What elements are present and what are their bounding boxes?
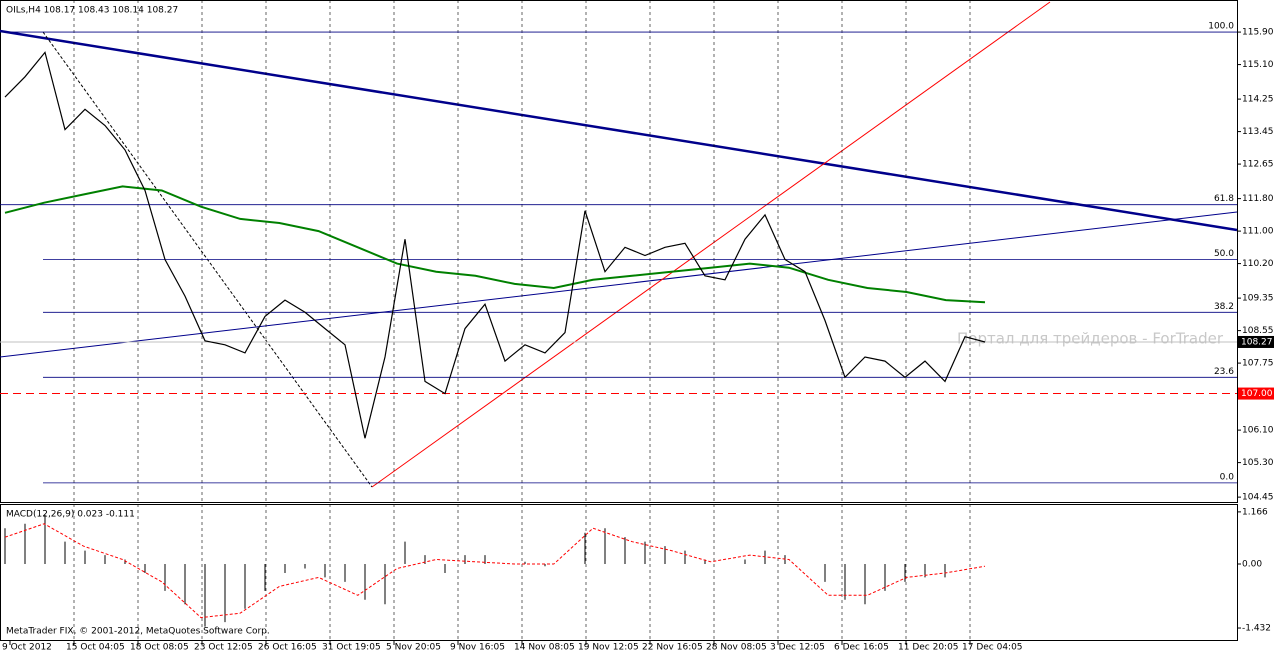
fib-label: 23.6 bbox=[1214, 367, 1234, 377]
fib-label: 100.0 bbox=[1208, 22, 1234, 32]
time-label: 22 Nov 16:05 bbox=[642, 643, 703, 653]
time-label: 28 Nov 08:05 bbox=[706, 643, 767, 653]
y-tick-label: 115.10 bbox=[1242, 60, 1274, 70]
y-tick-label: 113.45 bbox=[1242, 127, 1274, 137]
time-label: 18 Oct 08:05 bbox=[130, 643, 189, 653]
y-tick-label: 112.65 bbox=[1242, 160, 1274, 170]
macd-title: MACD(12,26,9) 0.023 -0.111 bbox=[6, 510, 135, 520]
time-label: 19 Nov 12:05 bbox=[578, 643, 639, 653]
macd-panel bbox=[0, 504, 1238, 641]
trend-line bbox=[0, 29, 1238, 232]
time-label: 31 Oct 19:05 bbox=[322, 643, 381, 653]
time-label: 6 Dec 16:05 bbox=[834, 643, 889, 653]
time-label: 9 Oct 2012 bbox=[2, 643, 52, 653]
trend-line bbox=[371, 1, 1051, 488]
y-tick-label: 108.55 bbox=[1242, 326, 1274, 336]
y-tick-label: 107.75 bbox=[1242, 359, 1274, 369]
price-series bbox=[4, 51, 986, 439]
symbol-info: OILs,H4 108.17 108.43 108.14 108.27 bbox=[6, 6, 178, 16]
time-label: 15 Oct 04:05 bbox=[66, 643, 125, 653]
y-tick-label: 115.90 bbox=[1242, 28, 1274, 38]
time-label: 26 Oct 16:05 bbox=[258, 643, 317, 653]
y-tick-label: 105.30 bbox=[1242, 458, 1274, 468]
price-box bbox=[1238, 335, 1274, 348]
price-panel bbox=[0, 0, 1238, 503]
y-tick-label: 106.10 bbox=[1242, 426, 1274, 436]
alert-label: 107.00 bbox=[1241, 389, 1273, 399]
y-tick-label: 114.25 bbox=[1242, 95, 1274, 105]
watermark: Портал для трейдеров - ForTrader bbox=[957, 330, 1224, 348]
time-label: 23 Oct 12:05 bbox=[194, 643, 253, 653]
macd-tick-label: -1.432 bbox=[1242, 624, 1271, 634]
y-tick-label: 104.45 bbox=[1242, 493, 1274, 503]
y-tick-label: 110.20 bbox=[1242, 259, 1274, 269]
y-tick-label: 109.35 bbox=[1242, 294, 1274, 304]
moving-average bbox=[4, 185, 986, 304]
y-tick-label: 111.80 bbox=[1242, 194, 1274, 204]
time-label: 14 Nov 08:05 bbox=[514, 643, 575, 653]
time-label: 3 Dec 12:05 bbox=[770, 643, 825, 653]
fib-label: 38.2 bbox=[1214, 302, 1234, 312]
time-label: 5 Nov 20:05 bbox=[386, 643, 441, 653]
trend-line bbox=[0, 211, 1238, 358]
macd-tick-label: 1.166 bbox=[1242, 507, 1268, 517]
fib-label: 0.0 bbox=[1220, 472, 1235, 482]
price-label: 108.27 bbox=[1241, 337, 1273, 347]
fib-label: 50.0 bbox=[1214, 249, 1234, 259]
time-label: 11 Dec 20:05 bbox=[898, 643, 959, 653]
macd-signal bbox=[4, 523, 986, 619]
y-tick-label: 111.00 bbox=[1242, 227, 1274, 237]
time-label: 9 Nov 16:05 bbox=[450, 643, 505, 653]
fib-label: 61.8 bbox=[1214, 194, 1234, 204]
macd-tick-label: 0.00 bbox=[1242, 560, 1262, 570]
alert-box bbox=[1238, 387, 1274, 400]
time-label: 17 Dec 04:05 bbox=[962, 643, 1023, 653]
